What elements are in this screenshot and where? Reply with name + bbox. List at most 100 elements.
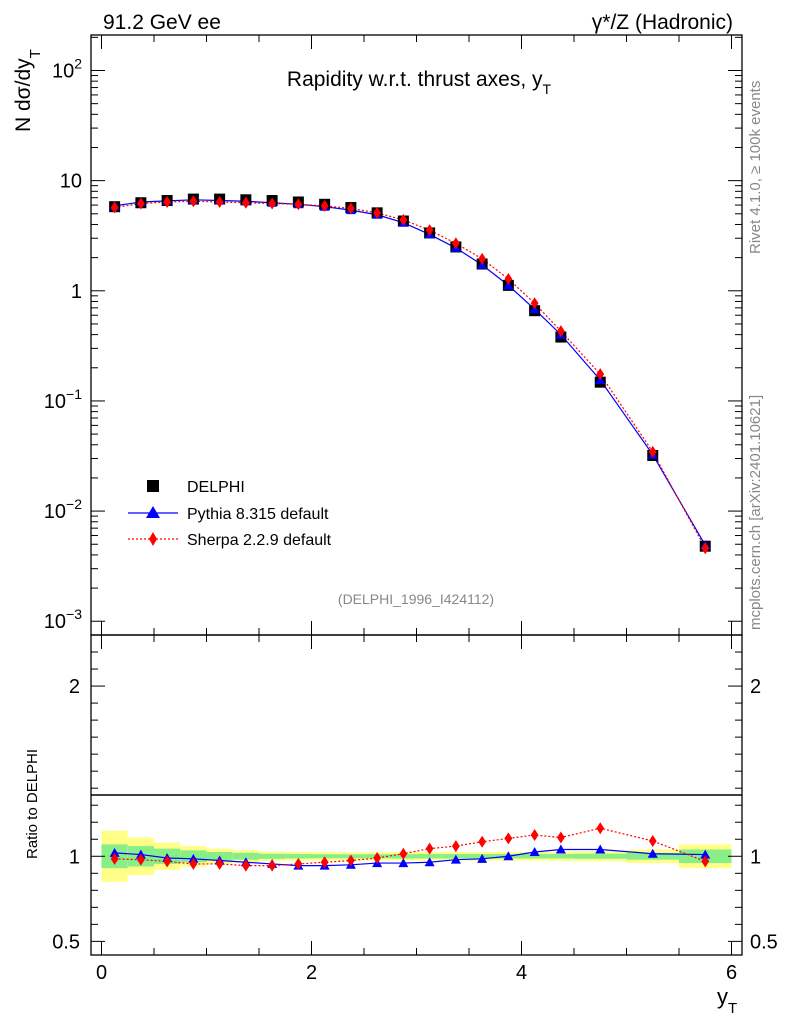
sherpa-point: [346, 202, 355, 215]
ratio-pythia-point: [109, 847, 120, 857]
sherpa-point: [596, 368, 605, 381]
ratio-sherpa-point: [648, 834, 657, 847]
sherpa-point: [530, 297, 539, 310]
sherpa-point: [163, 195, 172, 208]
ratio-pythia-point: [450, 854, 461, 864]
main-ticks: [91, 35, 742, 635]
main-y-tick-labels: 102 10 1 10−1 10−2 10−3: [44, 55, 82, 633]
sherpa-point: [294, 198, 303, 211]
ratio-band-stat: [547, 854, 574, 859]
ratio-series-layer: [109, 822, 711, 872]
ratio-sherpa-point: [189, 857, 198, 870]
ratio-pythia-point: [424, 857, 435, 867]
x-tick-label: 2: [306, 962, 317, 984]
ratio-y-tick-label-right: 0.5: [750, 931, 778, 953]
ratio-sherpa-point: [136, 853, 145, 866]
ratio-y-label: Ratio to DELPHI: [24, 749, 41, 859]
ratio-pythia-point: [398, 858, 409, 868]
ratio-band-stat: [574, 853, 627, 859]
sherpa-point: [504, 272, 513, 285]
sherpa-point: [451, 237, 460, 250]
ratio-sherpa-point: [425, 842, 434, 855]
legend-label-pythia: Pythia 8.315 default: [187, 506, 329, 523]
ratio-sherpa-point: [556, 831, 565, 844]
ratio-sherpa-point: [530, 829, 539, 841]
legend-marker-sherpa: [149, 532, 157, 546]
ratio-sherpa-point: [596, 822, 605, 835]
ratio-sherpa-point: [320, 856, 329, 869]
mcplots-label: mcplots.cern.ch [arXiv:2401.10621]: [747, 395, 764, 630]
ratio-uncertainty-bands: [101, 830, 732, 882]
sherpa-point: [701, 542, 710, 555]
main-title: Rapidity w.r.t. thrust axes, yT: [287, 68, 552, 97]
sherpa-point: [320, 199, 329, 212]
sherpa-point: [556, 325, 565, 338]
sherpa-point: [189, 195, 198, 208]
ratio-sherpa-point: [451, 840, 460, 853]
main-y-tick-label: 102: [52, 55, 82, 82]
main-y-tick-label: 10−1: [44, 386, 82, 413]
sherpa-point: [110, 201, 119, 214]
ratio-band-stat: [521, 854, 548, 859]
main-y-tick-label: 10−3: [44, 606, 82, 633]
ratio-pythia-point: [595, 844, 606, 854]
legend-label-sherpa: Sherpa 2.2.9 default: [187, 532, 332, 549]
legend: DELPHI Pythia 8.315 default Sherpa 2.2.9…: [128, 479, 332, 549]
ratio-sherpa-point: [163, 855, 172, 868]
header-right: γ*/Z (Hadronic): [592, 11, 733, 34]
ratio-band-stat: [285, 854, 312, 859]
legend-label-delphi: DELPHI: [187, 479, 245, 496]
main-y-tick-label: 1: [71, 281, 82, 303]
ratio-sherpa-point: [241, 859, 250, 872]
ratio-panel: 0.5 0.5 1 1 2 2 0 2 4 6 Ratio to DELPHI yT: [24, 634, 778, 1017]
ratio-y-tick-label: 1: [69, 846, 80, 868]
ratio-pythia-point: [503, 851, 514, 861]
main-panel: 102 10 1 10−1 10−2 10−3 Rapidity w.r.t. thrus…: [12, 34, 743, 636]
ratio-pythia-point: [529, 847, 540, 857]
ratio-pythia-point: [555, 844, 566, 854]
ratio-sherpa-point: [268, 859, 277, 872]
ratio-pythia-point: [647, 848, 658, 858]
ratio-band-stat: [259, 853, 286, 859]
rivet-label: Rivet 4.1.0, ≥ 100k events: [747, 81, 764, 254]
legend-marker-pythia: [146, 506, 160, 518]
sherpa-point: [373, 206, 382, 219]
sherpa-point: [648, 445, 657, 458]
ratio-ticks: [91, 634, 742, 955]
ratio-sherpa-point: [110, 852, 119, 865]
sherpa-point: [241, 196, 250, 209]
ratio-y-tick-label: 2: [69, 676, 80, 698]
ratio-sherpa-point: [373, 851, 382, 864]
x-tick-label: 4: [516, 962, 527, 984]
sherpa-point: [478, 252, 487, 265]
ratio-sherpa-point: [478, 835, 487, 848]
main-y-tick-label: 10−2: [44, 496, 82, 523]
ratio-pythia-point: [477, 853, 488, 863]
sherpa-point: [425, 224, 434, 237]
sherpa-point: [268, 197, 277, 210]
ratio-band-stat: [232, 852, 259, 860]
ratio-sherpa-point: [701, 855, 710, 868]
main-series-layer: [109, 193, 711, 555]
sherpa-line: [114, 200, 706, 549]
legend-marker-delphi: [147, 480, 159, 492]
ratio-tick-labels: 0.5 0.5 1 1 2 2 0 2 4 6: [52, 676, 778, 984]
x-axis-label: yT: [717, 984, 737, 1017]
ratio-sherpa-point: [399, 847, 408, 860]
sherpa-point: [399, 213, 408, 226]
ratio-pythia-point: [700, 849, 711, 859]
ratio-band-stat: [416, 854, 443, 859]
ratio-y-tick-label: 0.5: [52, 931, 80, 953]
ratio-sherpa-point: [294, 857, 303, 870]
main-y-tick-label: 10: [60, 171, 82, 193]
header-left: 91.2 GeV ee: [103, 11, 221, 34]
ratio-sherpa-point: [346, 854, 355, 867]
ratio-y-tick-label-right: 2: [750, 676, 761, 698]
ratio-sherpa-point: [504, 832, 513, 845]
analysis-id: (DELPHI_1996_I424112): [338, 591, 494, 607]
sherpa-point: [215, 195, 224, 208]
x-tick-label: 6: [726, 962, 737, 984]
main-y-label: N dσ/dyT: [12, 49, 44, 132]
x-tick-label: 0: [96, 962, 107, 984]
